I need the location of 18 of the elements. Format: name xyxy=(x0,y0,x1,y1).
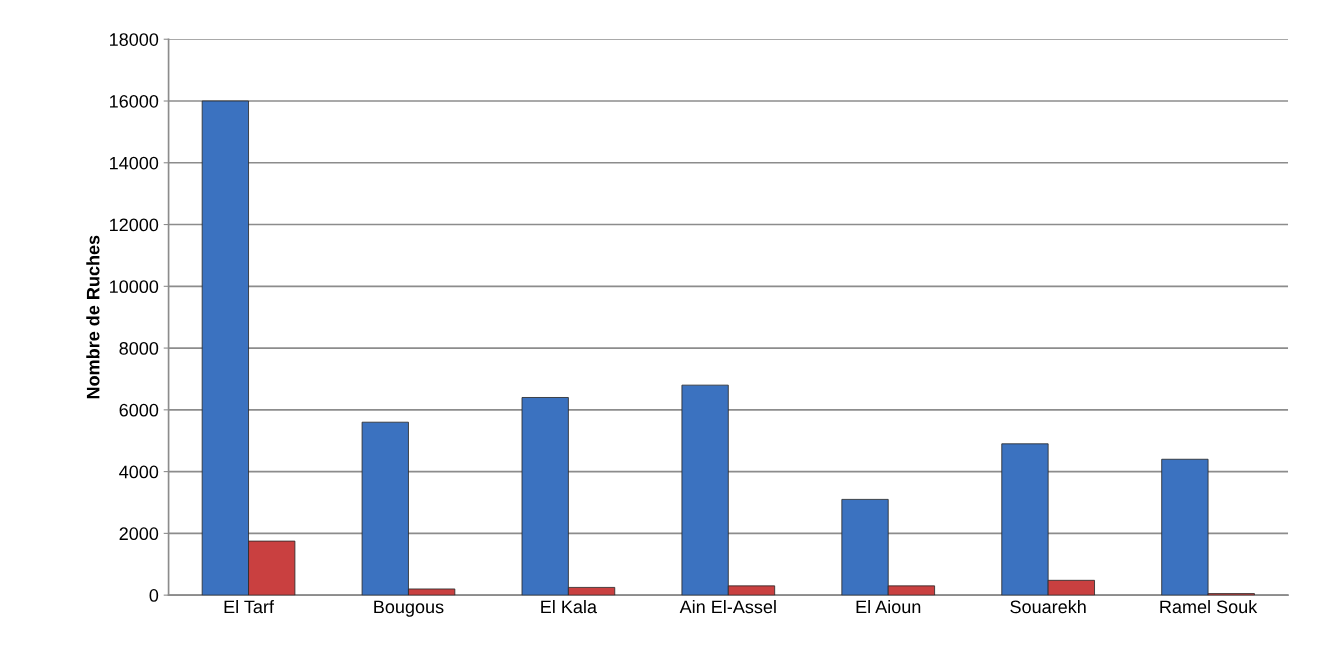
x-tick-label: Souarekh xyxy=(1010,600,1086,614)
y-tick-label: 14000 xyxy=(110,156,159,170)
y-tick-label: 4000 xyxy=(119,465,159,479)
x-tick-label: Ramel Souk xyxy=(1160,600,1258,614)
y-tick-label: 2000 xyxy=(119,527,159,541)
y-tick-label: 16000 xyxy=(110,94,159,108)
x-tick-label: El Tarf xyxy=(224,600,274,614)
y-tick-label: 0 xyxy=(149,589,159,602)
y-tick-label: 10000 xyxy=(110,280,159,294)
y-tick-label: 12000 xyxy=(110,218,159,232)
y-tick-label: 18000 xyxy=(110,33,159,46)
x-tick-label: Ain El-Assel xyxy=(679,600,776,614)
x-tick-label: Bougous xyxy=(374,600,444,617)
y-tick-label: 8000 xyxy=(119,342,159,355)
y-tick-label: 6000 xyxy=(119,403,159,417)
x-tick-label: El Kala xyxy=(541,600,597,614)
x-tick-label: El Aioun xyxy=(856,600,921,614)
y-axis-title: Nombre de Ruches xyxy=(86,235,100,399)
